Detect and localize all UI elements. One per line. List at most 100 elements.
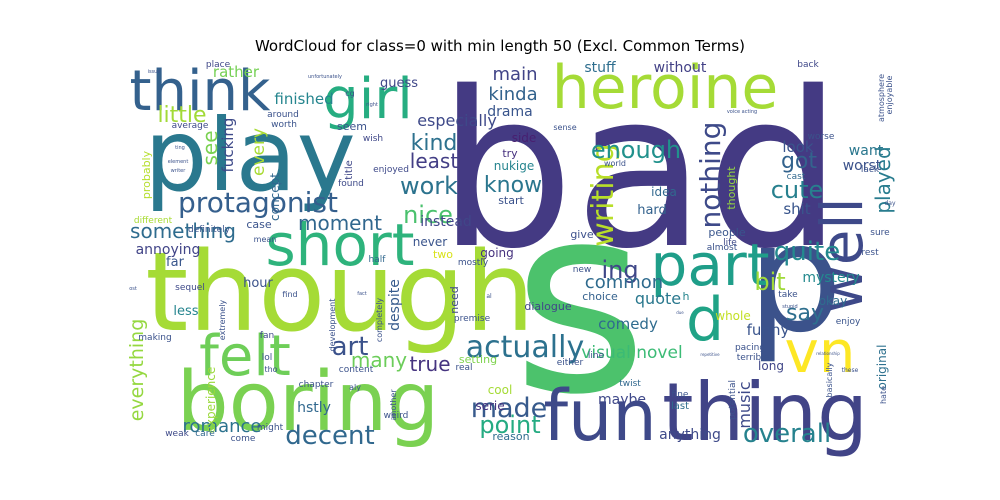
word-come: come [231, 434, 256, 444]
word-extremely: extremely [218, 300, 227, 341]
word-cute: cute [771, 176, 824, 204]
word-side: side [512, 131, 537, 145]
word-hard: hard [637, 203, 667, 218]
word-repetitive: repetitive [700, 352, 720, 357]
word-content: content [339, 365, 374, 375]
word-want: want [849, 143, 884, 159]
word-ing: ing [601, 256, 638, 284]
word-every: every [249, 128, 269, 176]
word-true: true [409, 352, 450, 376]
word-al: al [486, 293, 492, 300]
word-guess: guess [380, 76, 418, 91]
word-got: got [781, 149, 817, 174]
word-nice: nice [403, 201, 453, 229]
word-setting: setting [459, 353, 497, 366]
word-hour: hour [243, 276, 273, 291]
word-overall: overall [743, 419, 831, 449]
word-rather: rather [213, 63, 260, 81]
chart-title: WordCloud for class=0 with min length 50… [254, 37, 745, 55]
word-quite: quite [774, 237, 840, 267]
word-fan: fan [260, 331, 274, 341]
word-different: different [134, 216, 173, 226]
word-element: element [168, 159, 189, 165]
word-okay: okay [819, 294, 848, 308]
word-another: another [389, 389, 398, 421]
word-whole: whole [715, 309, 750, 323]
word-terrible: terrible [737, 353, 770, 363]
word-main: main [493, 64, 538, 85]
word-writing: writing [586, 143, 621, 246]
word-say: say [786, 301, 824, 326]
word-making: making [138, 333, 171, 343]
word-part: part [651, 231, 770, 299]
word-less: less [173, 304, 198, 319]
word-though: though [145, 228, 534, 356]
word-nothing: nothing [694, 122, 727, 229]
word-see: see [198, 130, 222, 165]
word-due: due [676, 310, 684, 315]
word-cool: cool [488, 383, 513, 397]
word-weird: weird [384, 411, 409, 421]
word-seem: seem [337, 120, 367, 133]
word-funny: funny [747, 321, 790, 339]
word-experience: experience [204, 367, 218, 434]
word-music: music [735, 381, 754, 428]
word-common: common [585, 272, 663, 293]
word-art: art [332, 332, 369, 362]
word-p: p [747, 192, 842, 366]
word-sense: sense [553, 123, 576, 132]
word-girl: girl [323, 67, 413, 132]
word-aly: aly [349, 383, 361, 392]
word-basically: basically [825, 362, 834, 397]
word-idea: idea [651, 185, 677, 199]
word-atmosphere: atmosphere [877, 74, 886, 122]
word-played: played [871, 146, 895, 213]
word-worth: worth [271, 120, 297, 130]
word-cg: cg [345, 89, 354, 98]
word-work: work [400, 172, 458, 200]
word-completely: completely [375, 298, 384, 343]
word-enough: enough [591, 136, 681, 164]
word-fucking: fucking [219, 118, 237, 173]
word-rest: rest [861, 248, 879, 258]
word-take: take [778, 290, 798, 300]
word-especially: especially [417, 111, 497, 130]
word-world: world [604, 159, 626, 168]
word-cast: cast [787, 172, 806, 182]
word-stupid: stupid [782, 304, 797, 310]
word-try: try [502, 147, 518, 160]
word-title: title [344, 160, 355, 180]
word-something: something [130, 219, 236, 243]
word-original: original [875, 345, 889, 390]
word-far: far [166, 255, 185, 270]
word-fine: fine [672, 390, 689, 400]
word-nukige: nukige [494, 159, 535, 173]
word-issue: issue [148, 69, 161, 75]
word-heroine: heroine [552, 53, 779, 123]
word-writer: writer [171, 168, 187, 174]
word-twist: twist [619, 379, 641, 389]
word-premise: premise [454, 314, 491, 324]
word-start: start [498, 194, 524, 207]
word-decent: decent [285, 421, 374, 451]
word-people: people [708, 226, 746, 239]
word-mean: mean [254, 235, 277, 244]
word-development: development [328, 299, 337, 352]
word-right: right [366, 102, 378, 108]
word-half: half [369, 255, 387, 265]
word-pacing: pacing [735, 343, 765, 353]
word-vn: vn [784, 318, 855, 386]
word-look: look [782, 138, 814, 156]
word-last: last [671, 401, 689, 412]
word-new: new [573, 265, 592, 275]
word-around: around [267, 110, 299, 120]
word-found: found [338, 179, 364, 189]
word-fact: fact [357, 291, 367, 297]
word-know: know [484, 173, 542, 198]
word-many: many [351, 348, 407, 372]
word-kinda: kinda [488, 84, 537, 105]
word-definitely: definitely [188, 225, 231, 235]
word-short: short [265, 211, 414, 279]
word-reason: reason [492, 430, 529, 443]
word-line: line [588, 351, 605, 361]
